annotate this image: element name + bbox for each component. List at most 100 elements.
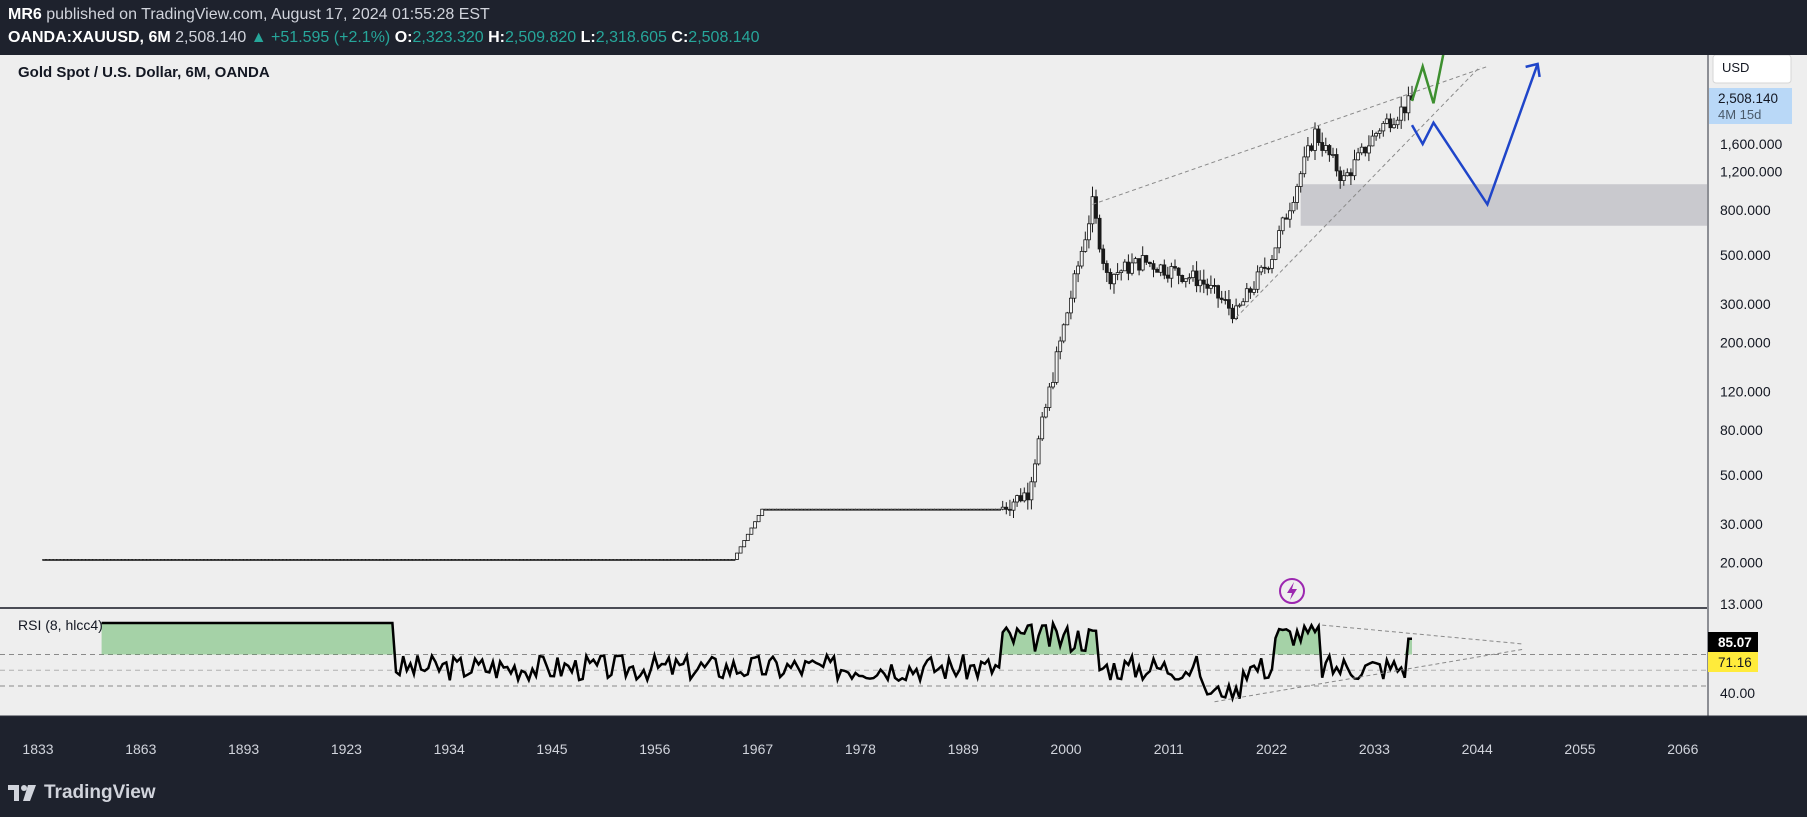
candle-body xyxy=(1234,305,1238,319)
candle-body xyxy=(785,508,790,511)
candle-body xyxy=(745,533,750,541)
candle-body xyxy=(760,508,765,516)
candle-body xyxy=(322,558,327,561)
candle-body xyxy=(566,558,571,561)
candle-body xyxy=(236,558,240,561)
price-tick-label: 13.000 xyxy=(1720,596,1763,612)
candle-body xyxy=(350,558,355,561)
candle-body xyxy=(1262,266,1267,269)
candle-body xyxy=(88,558,93,561)
candle-body xyxy=(200,558,205,561)
candle-body xyxy=(271,558,276,561)
candle-body xyxy=(1033,463,1037,483)
candle-body xyxy=(429,558,434,561)
candle-body xyxy=(239,558,244,561)
blue-projection-arrowhead xyxy=(1525,62,1541,78)
candle-body xyxy=(562,558,567,561)
time-tick-label: 1945 xyxy=(536,741,567,757)
candle-body xyxy=(584,558,589,561)
candle-body xyxy=(1338,170,1343,182)
candle-body xyxy=(347,558,352,561)
candle-body xyxy=(763,508,768,511)
candle-body xyxy=(684,558,689,561)
candle-body xyxy=(559,558,563,561)
candle-body xyxy=(1130,262,1134,274)
candle-body xyxy=(799,508,804,511)
candle-body xyxy=(846,508,851,511)
author-name[interactable]: MR6 xyxy=(8,6,42,23)
currency-label: USD xyxy=(1722,60,1749,75)
candle-body xyxy=(1352,159,1357,177)
trendline[interactable] xyxy=(1235,66,1481,318)
green-projection-path[interactable] xyxy=(1410,55,1448,104)
publish-text: published on TradingView.com, August 17,… xyxy=(46,6,490,23)
candle-body xyxy=(613,558,617,561)
candle-body xyxy=(907,508,912,511)
candle-body xyxy=(544,558,549,561)
candle-body xyxy=(605,558,610,561)
price-tick-label: 80.000 xyxy=(1720,422,1763,438)
candle-body xyxy=(1313,128,1317,151)
candle-body xyxy=(1316,128,1321,144)
candle-body xyxy=(1018,495,1023,502)
candle-body xyxy=(329,558,334,561)
candle-body xyxy=(53,558,57,561)
candle-body xyxy=(832,508,836,511)
symbol-label[interactable]: OANDA:XAUUSD, 6M xyxy=(8,29,171,46)
candle-body xyxy=(397,558,402,561)
rsi-trendline[interactable] xyxy=(1322,624,1524,645)
candle-body xyxy=(1054,351,1059,383)
candle-body xyxy=(1165,274,1170,279)
candle-body xyxy=(1298,173,1303,187)
chart-canvas[interactable]: 1,600.000 1,200.000 800.000 500.000 300.000 2… xyxy=(0,55,1807,770)
chart-title: Gold Spot / U.S. Dollar, 6M, OANDA xyxy=(18,64,270,81)
open-value: 2,323.320 xyxy=(412,29,484,46)
candle-body xyxy=(659,558,664,561)
currency-button[interactable]: USD xyxy=(1712,55,1792,84)
rsi-line[interactable] xyxy=(101,618,1412,703)
tradingview-logo[interactable]: TradingView xyxy=(8,782,156,804)
blue-projection-path[interactable] xyxy=(1410,63,1539,208)
candle-body xyxy=(1212,284,1217,287)
candle-body xyxy=(171,558,176,561)
candle-body xyxy=(462,558,467,561)
rsi-trendline[interactable] xyxy=(1214,648,1524,703)
candle-body xyxy=(433,558,438,561)
support-zone[interactable] xyxy=(1300,184,1707,226)
alert-lightning-icon[interactable] xyxy=(1279,578,1305,604)
candle-body xyxy=(548,558,553,561)
candle-body xyxy=(469,558,474,561)
candle-body xyxy=(228,558,233,561)
candle-body xyxy=(710,558,714,561)
candle-body xyxy=(451,558,456,561)
candle-body xyxy=(1133,258,1138,264)
candle-body xyxy=(437,558,442,561)
candle-body xyxy=(645,558,650,561)
candle-body xyxy=(1083,239,1088,252)
candle-body xyxy=(1051,381,1055,388)
candle-body xyxy=(1015,495,1019,503)
publish-info: MR6 published on TradingView.com, August… xyxy=(8,6,490,24)
candle-body xyxy=(609,558,614,561)
candle-body xyxy=(1169,266,1174,279)
candle-body xyxy=(487,558,492,561)
candle-body xyxy=(972,508,976,511)
candle-body xyxy=(997,508,1001,511)
candle-body xyxy=(753,521,757,529)
candle-body xyxy=(911,508,915,511)
candle-body xyxy=(78,558,82,561)
candle-body xyxy=(254,558,258,561)
candle-body xyxy=(494,558,499,561)
low-value: 2,318.605 xyxy=(595,29,667,46)
candle-body xyxy=(1359,146,1364,154)
candle-body xyxy=(1022,492,1027,502)
candle-body xyxy=(1255,271,1260,290)
rsi-title[interactable]: RSI (8, hlcc4) xyxy=(18,617,103,633)
candle-body xyxy=(1119,270,1124,274)
candle-body xyxy=(634,558,639,561)
candle-body xyxy=(1061,324,1066,342)
rsi-overbought-fill xyxy=(101,623,1413,655)
candle-body xyxy=(692,558,696,561)
candle-body xyxy=(422,558,427,561)
candle-body xyxy=(304,558,309,561)
